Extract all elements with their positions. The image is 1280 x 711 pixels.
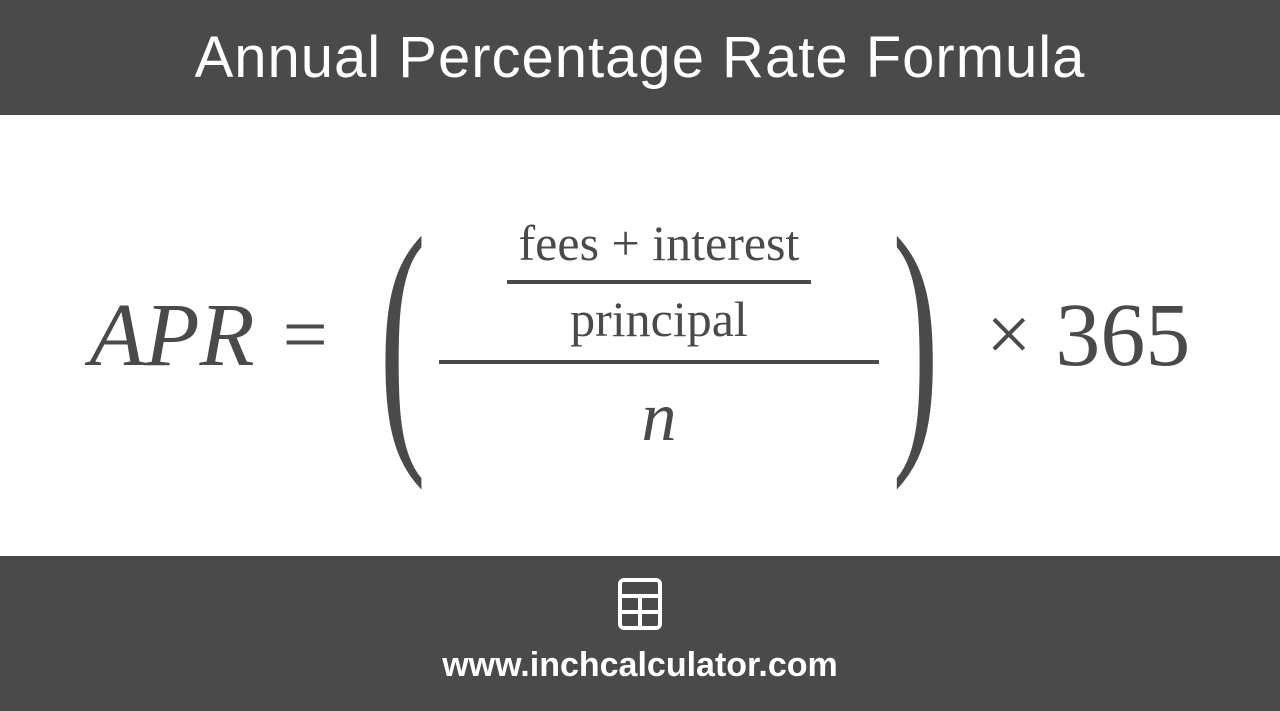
header-bar: Annual Percentage Rate Formula (0, 0, 1280, 115)
equals-sign: = (283, 290, 328, 381)
multiply-sign: × (986, 290, 1031, 381)
right-paren: ) (892, 224, 939, 448)
outer-fraction-denominator: n (641, 364, 676, 458)
footer-bar: www.inchcalculator.com (0, 556, 1280, 711)
apr-formula: APR = ( fees + interest principal n ) × … (90, 214, 1191, 458)
inner-fraction: fees + interest principal (507, 214, 812, 360)
formula-result-label: APR (90, 284, 255, 387)
footer-url: www.inchcalculator.com (0, 646, 1280, 685)
inner-fraction-denominator: principal (570, 284, 748, 348)
left-paren: ( (379, 224, 426, 448)
formula-panel: APR = ( fees + interest principal n ) × … (0, 115, 1280, 556)
constant-365: 365 (1055, 284, 1190, 387)
page-title: Annual Percentage Rate Formula (195, 25, 1086, 90)
calculator-icon (612, 576, 668, 632)
outer-fraction: fees + interest principal n (439, 214, 879, 458)
inner-fraction-numerator: fees + interest (507, 214, 812, 284)
